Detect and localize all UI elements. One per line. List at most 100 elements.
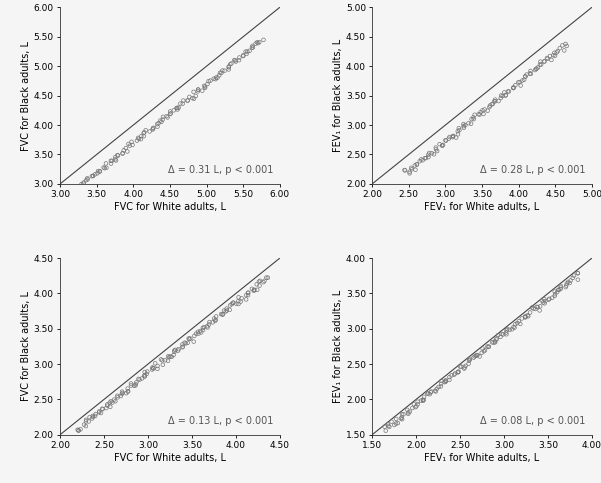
Point [150, 359, 160, 367]
Point [217, 69, 227, 77]
Point [568, 274, 578, 282]
Point [111, 398, 120, 405]
Point [445, 376, 454, 384]
Point [504, 87, 514, 95]
Point [558, 42, 567, 49]
Point [516, 82, 525, 89]
Point [498, 92, 507, 100]
Point [218, 311, 228, 318]
Point [397, 415, 407, 423]
Point [453, 128, 463, 135]
Point [545, 52, 555, 60]
Point [450, 369, 460, 377]
Point [537, 297, 547, 305]
Point [121, 144, 130, 152]
Point [203, 324, 213, 331]
Point [451, 134, 461, 142]
Point [248, 42, 257, 50]
Point [432, 145, 441, 153]
Point [199, 323, 209, 331]
Point [189, 88, 198, 96]
Point [249, 287, 258, 295]
Point [487, 339, 497, 346]
Point [505, 326, 514, 334]
X-axis label: FVC for White adults, L: FVC for White adults, L [114, 453, 226, 463]
Point [469, 115, 478, 123]
Point [111, 156, 120, 163]
Y-axis label: FEV₁ for Black adults, L: FEV₁ for Black adults, L [333, 39, 343, 152]
Point [136, 132, 146, 140]
Y-axis label: FVC for Black adults, L: FVC for Black adults, L [21, 291, 31, 401]
Point [563, 278, 573, 286]
Point [499, 88, 509, 96]
Point [231, 57, 240, 65]
Point [153, 123, 162, 130]
Point [483, 107, 492, 114]
Point [562, 42, 572, 50]
Point [186, 335, 195, 342]
Point [116, 392, 126, 400]
Point [95, 168, 105, 175]
Point [118, 389, 127, 397]
Point [243, 289, 253, 297]
Point [87, 172, 97, 180]
Point [556, 285, 566, 293]
Point [163, 114, 172, 121]
Point [403, 409, 413, 416]
Point [133, 134, 143, 142]
Point [218, 67, 227, 74]
Point [405, 170, 415, 177]
Point [525, 70, 535, 77]
Point [441, 137, 451, 144]
Point [550, 292, 560, 300]
Point [412, 161, 422, 169]
Point [216, 310, 226, 318]
Point [73, 426, 82, 434]
Point [476, 108, 486, 116]
Point [249, 286, 259, 294]
Point [239, 52, 248, 59]
Point [448, 132, 458, 140]
Point [212, 74, 221, 82]
Point [484, 103, 494, 111]
Point [389, 421, 399, 429]
Point [224, 63, 234, 71]
Point [193, 87, 203, 95]
Point [239, 52, 248, 60]
Point [478, 106, 487, 114]
Point [76, 426, 85, 433]
Point [533, 64, 543, 71]
Point [91, 410, 100, 418]
Point [406, 164, 416, 171]
Point [391, 415, 401, 423]
Point [418, 397, 428, 405]
Point [202, 322, 212, 330]
Point [517, 314, 526, 322]
Point [166, 110, 175, 117]
Point [231, 300, 241, 308]
Point [148, 364, 157, 371]
Point [141, 127, 150, 134]
Point [513, 79, 523, 86]
Point [105, 399, 115, 407]
Point [545, 295, 554, 303]
Point [538, 298, 548, 306]
Point [189, 332, 199, 340]
Point [523, 313, 533, 320]
Point [426, 388, 436, 396]
Point [228, 299, 238, 307]
Point [459, 122, 468, 130]
Point [565, 279, 575, 287]
Point [107, 157, 117, 165]
Point [383, 422, 393, 430]
Point [219, 307, 229, 314]
Point [230, 57, 239, 64]
Point [396, 415, 406, 423]
Point [520, 313, 530, 320]
Point [470, 353, 480, 360]
Point [106, 160, 116, 168]
Point [549, 51, 558, 59]
Point [419, 393, 429, 401]
Point [404, 168, 414, 176]
Point [403, 406, 412, 414]
